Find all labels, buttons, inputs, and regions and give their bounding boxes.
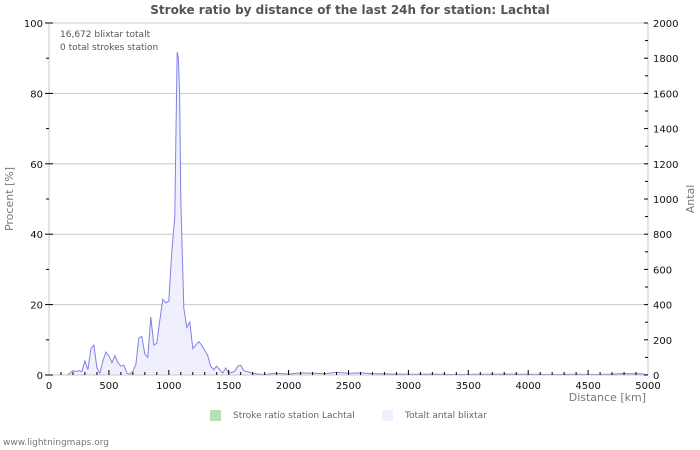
- legend-item-total-strokes: Totalt antal blixtar: [382, 410, 487, 421]
- svg-text:1400: 1400: [653, 125, 678, 136]
- grid-lines: [49, 22, 648, 306]
- svg-text:200: 200: [653, 336, 672, 347]
- svg-text:60: 60: [30, 160, 43, 171]
- footer-credit: www.lightningmaps.org: [3, 438, 109, 448]
- svg-text:5000: 5000: [635, 381, 660, 392]
- right-axis-title: Antal: [684, 185, 697, 214]
- tick-labels: 0204060801000200400600800100012001400160…: [24, 19, 679, 392]
- svg-text:500: 500: [99, 381, 118, 392]
- svg-text:600: 600: [653, 265, 672, 276]
- total-strokes-area: [66, 52, 649, 375]
- svg-text:1200: 1200: [653, 160, 678, 171]
- svg-text:100: 100: [24, 19, 43, 30]
- svg-text:4000: 4000: [515, 381, 540, 392]
- svg-text:2500: 2500: [336, 381, 361, 392]
- svg-text:800: 800: [653, 230, 672, 241]
- svg-text:3500: 3500: [456, 381, 481, 392]
- axes: [45, 22, 649, 376]
- svg-text:0: 0: [37, 371, 43, 382]
- total-strokes-text: 16,672 blixtar totalt: [60, 30, 151, 40]
- svg-text:20: 20: [30, 301, 43, 312]
- svg-text:0: 0: [46, 381, 52, 392]
- svg-text:4500: 4500: [575, 381, 600, 392]
- station-strokes-text: 0 total strokes station: [60, 43, 159, 53]
- svg-text:1500: 1500: [216, 381, 241, 392]
- svg-text:0: 0: [653, 371, 659, 382]
- svg-text:1000: 1000: [653, 195, 678, 206]
- stroke-count-info: 16,672 blixtar totalt 0 total strokes st…: [60, 29, 158, 55]
- svg-text:80: 80: [30, 89, 43, 100]
- svg-text:1600: 1600: [653, 89, 678, 100]
- chart-title: Stroke ratio by distance of the last 24h…: [150, 3, 550, 17]
- svg-text:1000: 1000: [156, 381, 181, 392]
- svg-text:1800: 1800: [653, 54, 678, 65]
- legend-swatch-lavender: [382, 410, 393, 421]
- svg-text:3000: 3000: [396, 381, 421, 392]
- total-strokes-line: [66, 51, 649, 376]
- left-axis-title: Procent [%]: [3, 167, 16, 231]
- legend-item-stroke-ratio: Stroke ratio station Lachtal: [210, 410, 355, 421]
- x-axis-title: Distance [km]: [569, 391, 646, 404]
- svg-text:2000: 2000: [653, 19, 678, 30]
- svg-text:400: 400: [653, 301, 672, 312]
- legend-label: Totalt antal blixtar: [405, 410, 487, 421]
- svg-text:40: 40: [30, 230, 43, 241]
- legend-swatch-green: [210, 410, 221, 421]
- svg-text:2000: 2000: [276, 381, 301, 392]
- legend-label: Stroke ratio station Lachtal: [233, 410, 355, 421]
